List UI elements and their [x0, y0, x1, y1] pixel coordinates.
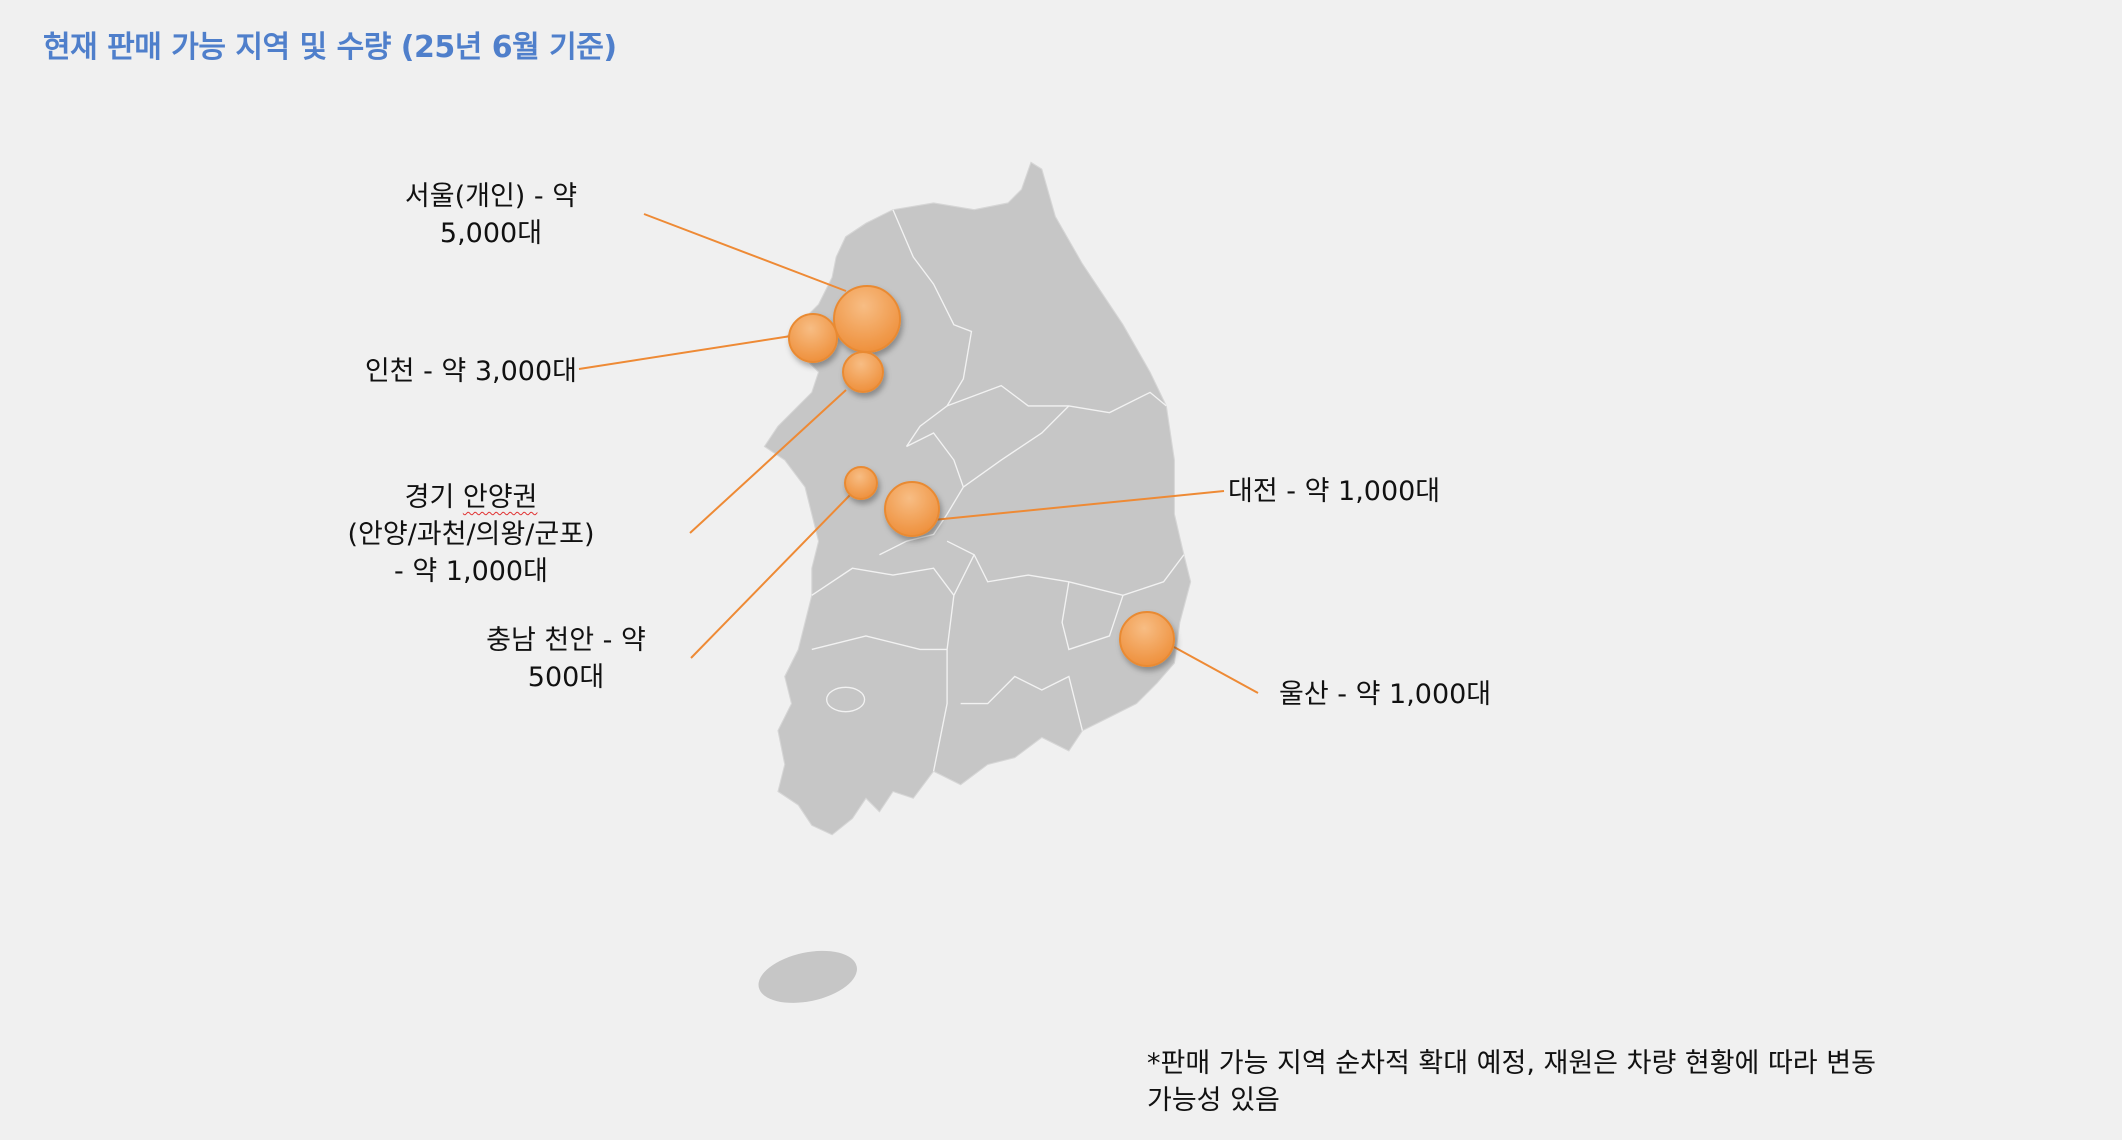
bubble-ulsan	[1119, 611, 1175, 667]
label-anyang-area: 안양권	[462, 482, 538, 513]
label-cheonan: 충남 천안 - 약 500대	[486, 622, 646, 696]
label-anyang: 경기 안양권 (안양/과천/의왕/군포) - 약 1,000대	[347, 479, 594, 590]
bubble-anyang	[842, 351, 884, 393]
province-borders	[811, 209, 1185, 772]
leader-line-cheonan	[690, 494, 851, 659]
label-anyang-quantity: - 약 1,000대	[394, 556, 548, 587]
label-cheonan-line1: 충남 천안 - 약	[486, 625, 646, 656]
leader-line-ulsan	[1173, 646, 1259, 694]
label-anyang-region: 경기	[404, 482, 463, 513]
label-seoul-line1: 서울(개인) - 약	[404, 181, 578, 212]
footnote-line1: *판매 가능 지역 순차적 확대 예정, 재원은 차량 현황에 따라 변동	[1147, 1048, 1876, 1079]
leader-line-anyang	[689, 389, 847, 534]
label-anyang-cities: (안양/과천/의왕/군포)	[347, 519, 595, 550]
leader-line-seoul	[643, 213, 847, 292]
bubbles	[788, 285, 1175, 667]
bubble-incheon	[788, 313, 838, 363]
label-ulsan: 울산 - 약 1,000대	[1279, 679, 1492, 710]
label-seoul-line2: 5,000대	[439, 218, 543, 249]
bubble-seoul	[833, 285, 901, 353]
leader-line-incheon	[578, 335, 792, 370]
leader-line-daejeon	[892, 490, 1225, 525]
leader-lines	[578, 213, 1259, 694]
bubble-cheonan	[844, 466, 878, 500]
bubble-daejeon	[884, 481, 940, 537]
mainland-shape	[763, 161, 1192, 836]
label-cheonan-line2: 500대	[527, 662, 605, 693]
label-incheon: 인천 - 약 3,000대	[364, 356, 577, 387]
label-daejeon: 대전 - 약 1,000대	[1228, 476, 1441, 507]
page-title: 현재 판매 가능 지역 및 수량 (25년 6월 기준)	[43, 30, 617, 65]
footnote-line2: 가능성 있음	[1147, 1085, 1280, 1116]
label-seoul: 서울(개인) - 약 5,000대	[405, 178, 577, 252]
jeju-island	[758, 950, 857, 1003]
footnote: *판매 가능 지역 순차적 확대 예정, 재원은 차량 현황에 따라 변동 가능…	[1147, 1045, 1876, 1119]
